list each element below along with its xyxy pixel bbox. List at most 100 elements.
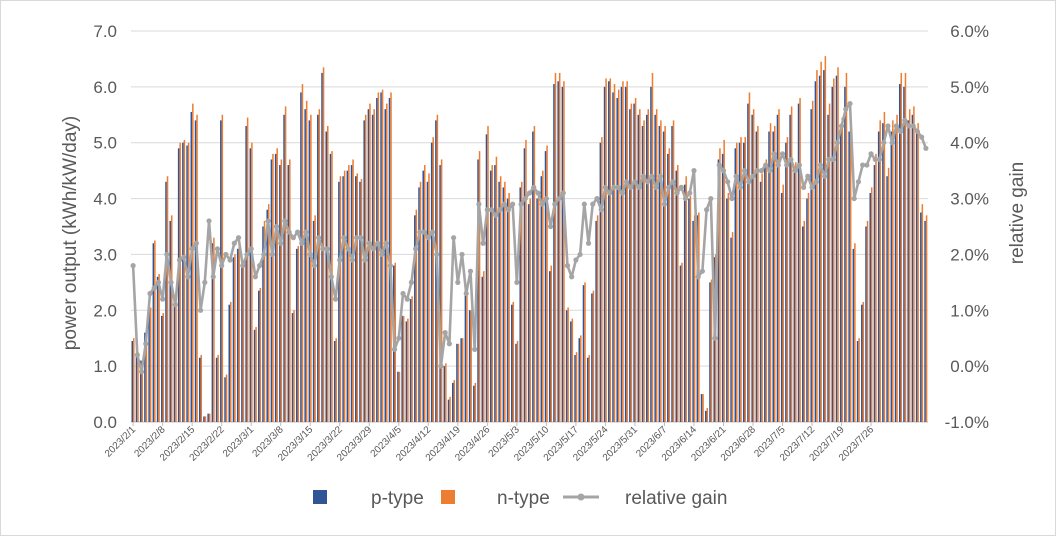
- bar-p-type: [203, 416, 205, 422]
- bar-n-type: [681, 262, 683, 422]
- bar-p-type: [511, 304, 513, 422]
- relative-gain-point: [851, 195, 857, 202]
- relative-gain-point: [805, 173, 811, 179]
- relative-gain-point: [640, 173, 646, 179]
- relative-gain-point: [767, 168, 773, 174]
- bar-n-type: [655, 109, 658, 422]
- relative-gain-point: [421, 229, 427, 235]
- relative-gain-point: [771, 151, 777, 157]
- bar-n-type: [318, 109, 321, 422]
- bar-p-type: [236, 248, 239, 422]
- bar-n-type: [230, 301, 232, 422]
- right-axis-tick-label: 6.0%: [950, 22, 989, 41]
- relative-gain-point: [598, 207, 604, 213]
- bar-p-type: [865, 226, 867, 422]
- bar-p-type: [734, 148, 737, 423]
- relative-gain-point: [813, 179, 819, 185]
- bar-n-type: [634, 98, 637, 423]
- bar-p-type: [616, 98, 618, 423]
- relative-gain-point: [889, 140, 895, 146]
- x-axis-ticks: 2023/2/12023/2/82023/2/152023/2/222023/3…: [103, 422, 876, 464]
- bar-p-type: [515, 343, 517, 422]
- bar-p-type: [274, 153, 277, 422]
- bar-p-type: [595, 220, 597, 422]
- relative-gain-point: [716, 162, 722, 168]
- bar-p-type: [776, 114, 779, 423]
- relative-gain-point: [644, 179, 651, 185]
- bar-n-type: [360, 179, 363, 422]
- bar-n-type: [305, 100, 308, 423]
- bar-p-type: [279, 165, 281, 423]
- bar-p-type: [717, 159, 720, 422]
- relative-gain-point: [923, 145, 929, 151]
- left-axis-tick-label: 3.0: [93, 245, 117, 264]
- relative-gain-point: [168, 279, 174, 285]
- relative-gain-point: [176, 257, 183, 263]
- bar-p-type: [228, 304, 231, 422]
- relative-gain-point: [248, 246, 254, 252]
- right-axis-tick-label: 0.0%: [950, 357, 989, 376]
- relative-gain-point: [906, 123, 912, 129]
- bar-n-type: [234, 254, 236, 422]
- relative-gain-point: [636, 184, 642, 190]
- bar-n-type: [440, 159, 443, 422]
- right-axis-ticks: -1.0% 0.0% 1.0% 2.0% 3.0% 4.0% 5.0% 6.0%: [945, 22, 989, 432]
- bar-n-type: [204, 416, 207, 422]
- relative-gain-point: [387, 263, 393, 269]
- relative-gain-point: [320, 246, 326, 252]
- relative-gain-point: [611, 184, 617, 190]
- bar-p-type: [738, 142, 741, 422]
- relative-gain-point: [560, 190, 566, 196]
- bar-p-type: [422, 170, 424, 422]
- relative-gain-point: [219, 263, 225, 269]
- bar-p-type: [451, 382, 454, 422]
- bar-n-type: [390, 92, 392, 422]
- relative-gain-point: [493, 212, 499, 218]
- bar-n-type: [280, 159, 283, 422]
- relative-gain-point: [172, 302, 178, 308]
- relative-gain-point: [480, 240, 486, 246]
- relative-gain-point: [919, 134, 925, 140]
- left-axis-title: power output (kWh/kW/day): [60, 116, 81, 350]
- bar-p-type: [430, 142, 433, 422]
- bar-p-type: [886, 176, 888, 422]
- bar-p-type: [780, 192, 783, 422]
- bar-p-type: [317, 114, 319, 423]
- relative-gain-point: [210, 274, 216, 280]
- bar-p-type: [844, 86, 846, 422]
- relative-gain-point: [695, 274, 701, 280]
- relative-gain-point: [809, 184, 815, 190]
- relative-gain-point: [750, 173, 756, 179]
- relative-gain-point: [691, 168, 697, 174]
- bar-p-type: [224, 377, 226, 422]
- relative-gain-point: [834, 140, 840, 146]
- relative-gain-point: [615, 184, 621, 190]
- bar-n-type: [773, 125, 776, 422]
- bar-n-type: [386, 103, 388, 422]
- bar-p-type: [418, 187, 420, 422]
- relative-gain-point: [231, 240, 237, 246]
- bar-p-type: [291, 313, 294, 422]
- relative-gain-point: [661, 201, 668, 207]
- relative-gain-point: [235, 235, 242, 241]
- relative-gain-point: [729, 195, 735, 202]
- left-axis-tick-label: 1.0: [93, 357, 117, 376]
- bar-p-type: [355, 176, 357, 422]
- relative-gain-point: [712, 335, 718, 341]
- bar-p-type: [536, 198, 538, 422]
- bar-n-type: [689, 195, 692, 422]
- bar-n-type: [343, 170, 346, 422]
- bar-p-type: [498, 181, 500, 422]
- relative-gain-point: [391, 346, 398, 352]
- bar-p-type: [612, 92, 614, 422]
- bar-n-type: [752, 109, 755, 422]
- bar-n-type: [145, 329, 148, 422]
- relative-gain-point: [822, 173, 828, 179]
- bar-n-type: [293, 310, 295, 422]
- relative-gain-point: [876, 156, 883, 163]
- bar-p-type: [532, 131, 534, 423]
- bar-n-type: [377, 92, 380, 422]
- relative-gain-point: [623, 179, 630, 185]
- bar-p-type: [561, 86, 564, 422]
- bar-p-type: [688, 198, 690, 422]
